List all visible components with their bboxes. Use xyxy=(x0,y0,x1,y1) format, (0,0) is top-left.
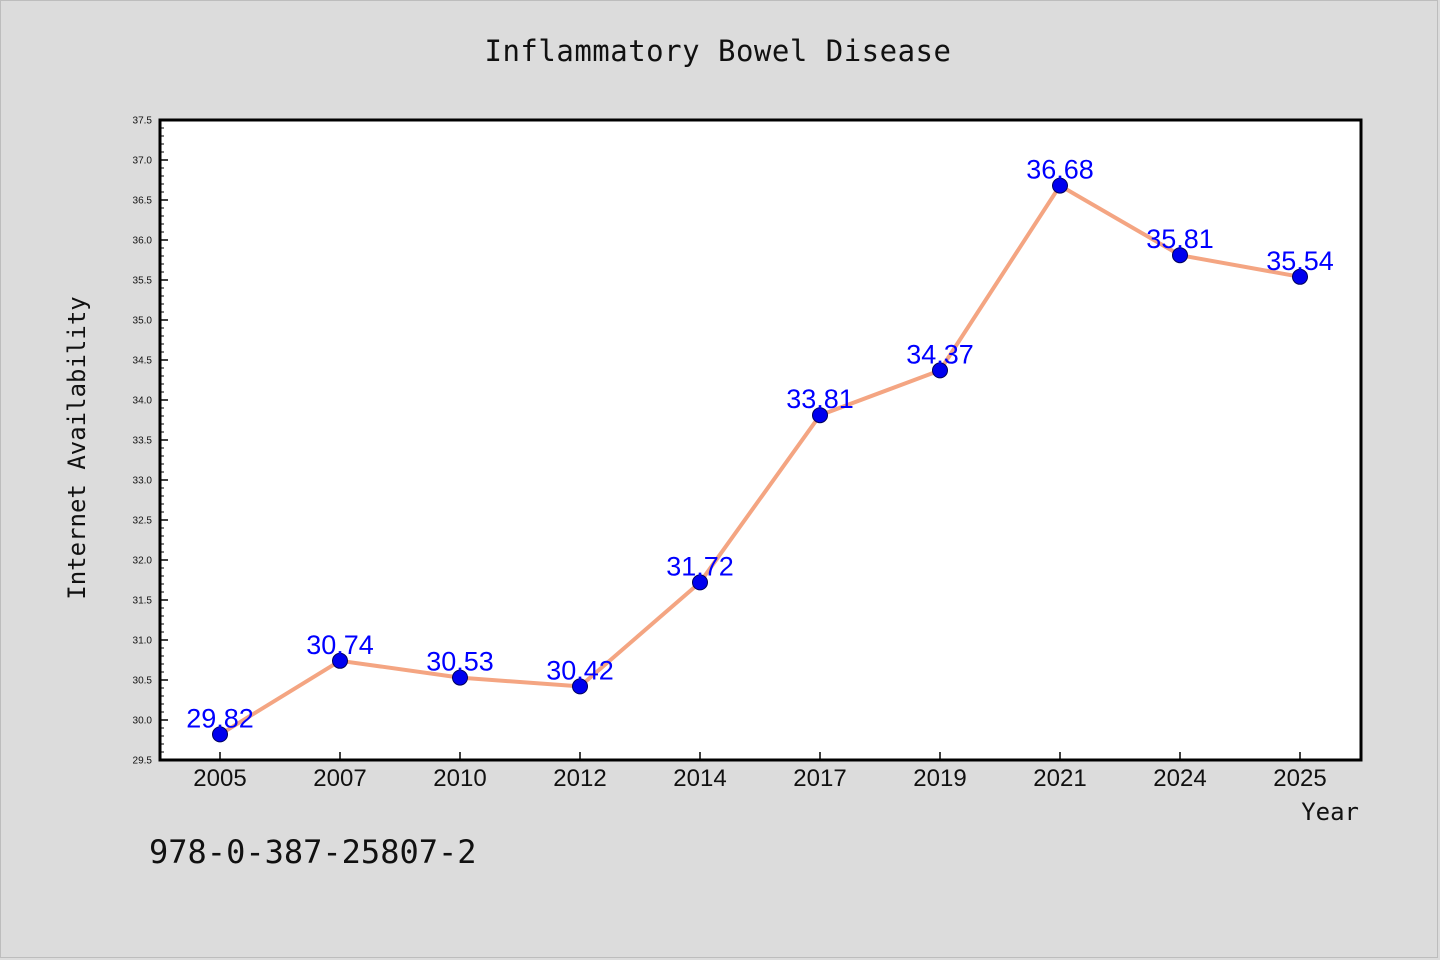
x-tick-label: 2024 xyxy=(1153,765,1206,792)
x-tick-label: 2010 xyxy=(433,765,486,792)
y-tick-label: 36.5 xyxy=(133,196,153,207)
y-axis-label: Internet Availability xyxy=(63,296,91,599)
x-axis: 2005 2007 2010 2012 2014 2017 2019 2021 2024 2025 xyxy=(193,752,1327,792)
data-point xyxy=(692,574,708,591)
x-axis-label: Year xyxy=(1301,798,1359,826)
data-label: 34.37 xyxy=(906,339,974,369)
data-point xyxy=(212,726,228,743)
x-tick-label: 2021 xyxy=(1033,765,1086,792)
data-label: 33.81 xyxy=(786,384,854,414)
y-tick-label: 36.0 xyxy=(133,236,153,247)
data-point xyxy=(812,407,828,424)
y-tick-label: 33.5 xyxy=(133,436,153,447)
data-label: 30.42 xyxy=(546,655,614,685)
y-tick-label: 34.5 xyxy=(133,356,153,367)
data-point xyxy=(572,678,588,695)
y-tick-label: 31.5 xyxy=(133,596,153,607)
y-tick-label: 30.5 xyxy=(133,676,153,687)
y-tick-label: 31.0 xyxy=(133,636,153,647)
data-label: 36.68 xyxy=(1026,155,1094,185)
y-tick-label: 37.0 xyxy=(133,156,153,167)
x-tick-label: 2017 xyxy=(793,765,846,792)
data-point xyxy=(332,652,348,669)
series-line xyxy=(218,183,1302,737)
plot-area xyxy=(158,118,1363,762)
y-tick-label: 35.5 xyxy=(133,276,153,287)
y-tick-label: 32.0 xyxy=(133,556,153,567)
y-tick-label: 32.5 xyxy=(133,516,153,527)
data-label: 30.74 xyxy=(306,630,374,660)
data-point xyxy=(1052,177,1068,194)
data-label: 31.72 xyxy=(666,551,734,581)
x-tick-label: 2012 xyxy=(553,765,606,792)
data-point xyxy=(1292,268,1308,285)
data-label: 35.81 xyxy=(1146,224,1214,254)
x-tick-label: 2025 xyxy=(1273,765,1326,792)
series-layer: 29.82 30.74 30.53 30.42 31.72 33.81 34.37 36.68… xyxy=(186,155,1334,743)
y-tick-label: 30.0 xyxy=(133,716,153,727)
chart-title: Inflammatory Bowel Disease xyxy=(484,34,952,68)
y-axis: 29.5 30.0 30.5 31.0 31.5 32.0 32.5 33.0 33.5 34.0… xyxy=(133,116,168,767)
x-tick-label: 2007 xyxy=(313,765,366,792)
isbn-annotation: 978-0-387-25807-2 xyxy=(149,833,477,871)
x-tick-label: 2014 xyxy=(673,765,726,792)
data-point xyxy=(452,669,468,686)
data-point xyxy=(1172,247,1188,264)
y-tick-label: 29.5 xyxy=(133,756,153,767)
data-label: 29.82 xyxy=(186,703,254,733)
y-tick-label: 37.5 xyxy=(133,116,153,127)
x-tick-label: 2019 xyxy=(913,765,966,792)
data-label: 35.54 xyxy=(1266,246,1334,276)
y-tick-label: 35.0 xyxy=(133,316,153,327)
y-tick-label: 34.0 xyxy=(133,396,153,407)
y-tick-label: 33.0 xyxy=(133,476,153,487)
x-tick-label: 2005 xyxy=(193,765,246,792)
data-point xyxy=(932,362,948,379)
data-label: 30.53 xyxy=(426,647,494,677)
